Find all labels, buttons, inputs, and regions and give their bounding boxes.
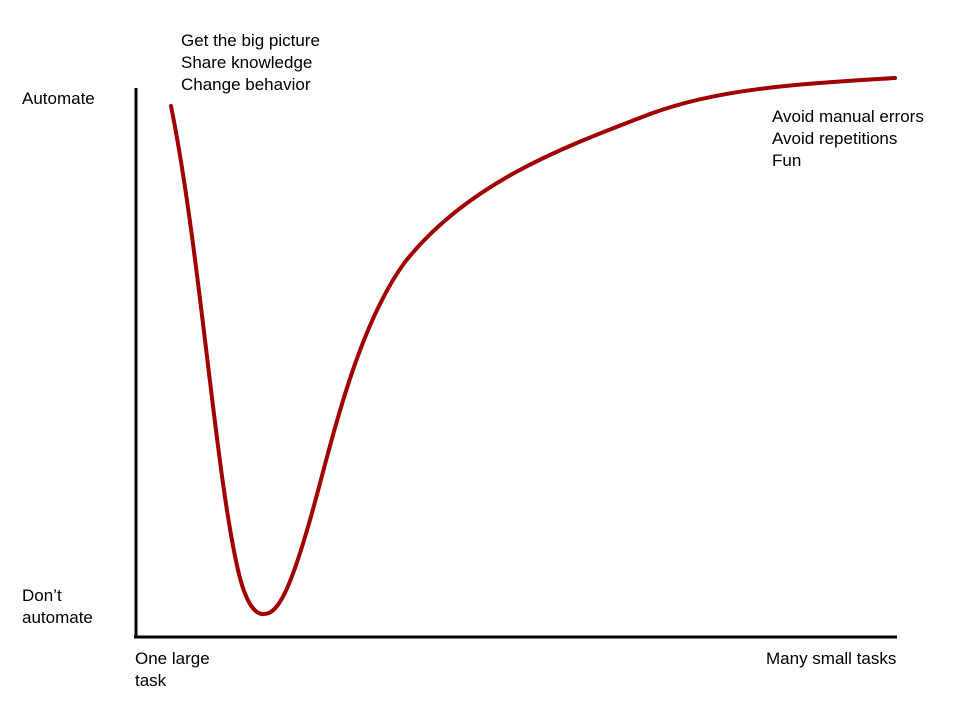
annotation-line: Get the big picture (181, 31, 320, 50)
x-axis-left-label: One large task (135, 648, 210, 692)
annotation-line: Share knowledge (181, 53, 313, 72)
annotation-line: Fun (772, 151, 802, 170)
x-axis-right-label: Many small tasks (766, 649, 897, 668)
y-axis-bottom-label-line: automate (22, 608, 93, 627)
right-annotation: Avoid manual errors Avoid repetitions Fu… (772, 106, 924, 172)
y-axis-top-label: Automate (22, 89, 95, 108)
x-axis-left-label-line: task (135, 671, 167, 690)
annotation-line: Change behavior (181, 75, 311, 94)
y-axis-bottom-label-line: Don’t (22, 586, 62, 605)
left-annotation: Get the big picture Share knowledge Chan… (181, 30, 320, 96)
annotation-line: Avoid manual errors (772, 107, 924, 126)
automation-curve (169, 76, 897, 616)
annotation-line: Avoid repetitions (772, 129, 898, 148)
x-axis-left-label-line: One large (135, 649, 210, 668)
y-axis-bottom-label: Don’t automate (22, 585, 93, 629)
